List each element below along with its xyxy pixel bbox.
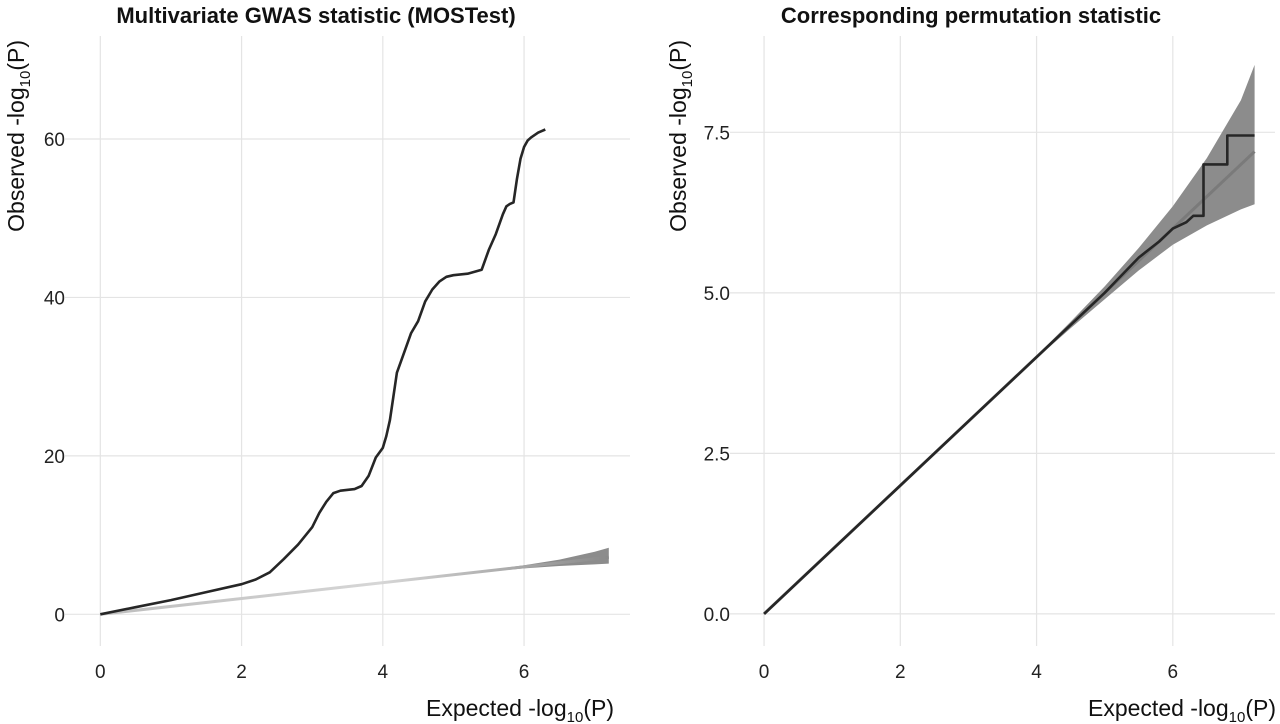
x-axis-label-subscript: 10 xyxy=(567,709,584,724)
x-axis-label-prefix: Expected -log xyxy=(1088,695,1229,721)
x-tick-labels-mostest: 0 2 4 6 xyxy=(95,662,529,683)
y-tick-label: 5.0 xyxy=(704,284,730,305)
x-tick-label: 2 xyxy=(236,662,247,683)
x-tick-label: 4 xyxy=(378,662,389,683)
x-axis-label-permutation: Expected -log10(P) xyxy=(1088,695,1276,724)
observed-series-line xyxy=(100,128,546,616)
y-axis-label-permutation: Observed -log10(P) xyxy=(665,40,696,232)
x-axis-label-suffix: (P) xyxy=(1245,695,1276,721)
series-layer-permutation xyxy=(763,134,1256,615)
panel-mostest: Multivariate GWAS statistic (MOSTest) 0 2… xyxy=(3,3,630,724)
gridlines-mostest xyxy=(65,36,630,646)
chart-title-mostest: Multivariate GWAS statistic (MOSTest) xyxy=(116,3,515,28)
y-axis-label-mostest: Observed -log10(P) xyxy=(3,40,34,232)
panel-permutation: Corresponding permutation statistic 0 2 4 6… xyxy=(665,3,1276,724)
null-diagonal-line xyxy=(100,555,609,616)
x-tick-label: 6 xyxy=(1168,662,1179,683)
band-layer-permutation xyxy=(764,64,1255,614)
y-tick-label: 7.5 xyxy=(704,123,730,144)
series-layer-mostest xyxy=(100,128,609,616)
x-tick-label: 4 xyxy=(1031,662,1042,683)
observed-series-line xyxy=(763,134,1255,615)
y-tick-label: 2.5 xyxy=(704,444,730,465)
x-tick-label: 6 xyxy=(519,662,530,683)
y-tick-label: 0.0 xyxy=(704,605,730,626)
y-tick-label: 60 xyxy=(44,130,65,151)
y-axis-label-prefix: Observed -log xyxy=(665,87,691,231)
x-tick-label: 0 xyxy=(759,662,770,683)
y-tick-labels-mostest: 0 20 40 60 xyxy=(44,130,65,626)
y-tick-labels-permutation: 0.0 2.5 5.0 7.5 xyxy=(704,123,730,626)
x-axis-label-subscript: 10 xyxy=(1229,709,1246,724)
y-axis-label-suffix: (P) xyxy=(3,40,29,71)
x-tick-label: 0 xyxy=(95,662,106,683)
gridlines-permutation xyxy=(730,36,1275,646)
x-axis-label-suffix: (P) xyxy=(583,695,614,721)
x-axis-label-mostest: Expected -log10(P) xyxy=(426,695,614,724)
y-tick-label: 20 xyxy=(44,447,65,468)
chart-title-permutation: Corresponding permutation statistic xyxy=(781,3,1161,28)
y-axis-label-subscript: 10 xyxy=(679,71,696,88)
x-tick-labels-permutation: 0 2 4 6 xyxy=(759,662,1178,683)
confidence-band xyxy=(764,64,1255,614)
y-axis-label-subscript: 10 xyxy=(17,71,34,88)
x-axis-label-prefix: Expected -log xyxy=(426,695,567,721)
y-tick-label: 0 xyxy=(54,605,65,626)
x-tick-label: 2 xyxy=(895,662,906,683)
y-axis-label-prefix: Observed -log xyxy=(3,87,29,231)
y-axis-label-suffix: (P) xyxy=(665,40,691,71)
y-tick-label: 40 xyxy=(44,288,65,309)
